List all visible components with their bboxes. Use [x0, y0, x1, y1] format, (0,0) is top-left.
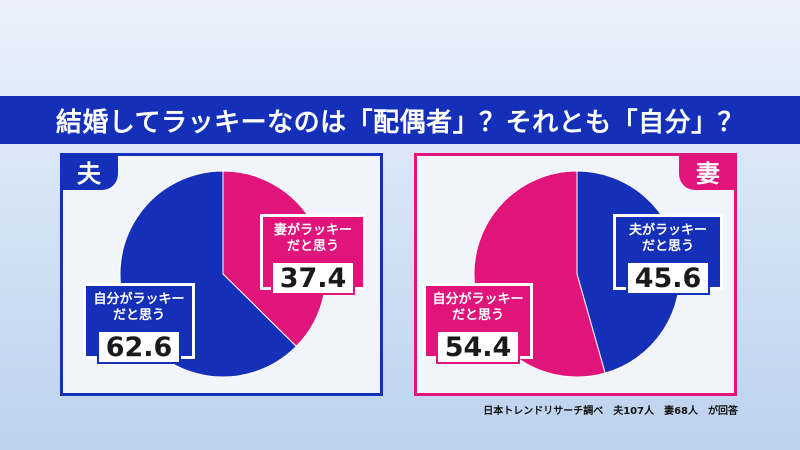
chart-title: 結婚してラッキーなのは「配偶者」？それとも「自分」？ [55, 107, 745, 138]
slice-label-text: 自分がラッキー だと思う [432, 292, 524, 323]
title-band: 結婚してラッキーなのは「配偶者」？それとも「自分」？ [0, 96, 800, 144]
slice-label-text: 夫がラッキー だと思う [628, 223, 707, 254]
slice-value: 54.4 [436, 330, 520, 364]
husband-tag: 夫 [60, 153, 118, 190]
slice-value: 45.6 [626, 261, 710, 295]
wife-panel: 妻 夫がラッキー だと思う 45.6 自分がラッキー だと思う 54.4 [414, 153, 737, 396]
husband-slice-self-label: 自分がラッキー だと思う 62.6 [83, 283, 195, 364]
slice-value: 37.4 [271, 261, 355, 295]
slice-label-text: 妻がラッキー だと思う [273, 223, 352, 254]
slice-value: 62.6 [97, 330, 181, 364]
husband-panel: 夫 妻がラッキー だと思う 37.4 自分がラッキー だと思う 62.6 [60, 153, 383, 396]
husband-slice-spouse-label: 妻がラッキー だと思う 37.4 [260, 214, 366, 295]
slice-label-text: 自分がラッキー だと思う [93, 292, 185, 323]
wife-tag: 妻 [679, 153, 737, 190]
wife-slice-self-label: 自分がラッキー だと思う 54.4 [423, 283, 533, 364]
wife-slice-spouse-label: 夫がラッキー だと思う 45.6 [613, 214, 723, 295]
source-note: 日本トレンドリサーチ調べ 夫107人 妻68人 が回答 [483, 406, 738, 417]
